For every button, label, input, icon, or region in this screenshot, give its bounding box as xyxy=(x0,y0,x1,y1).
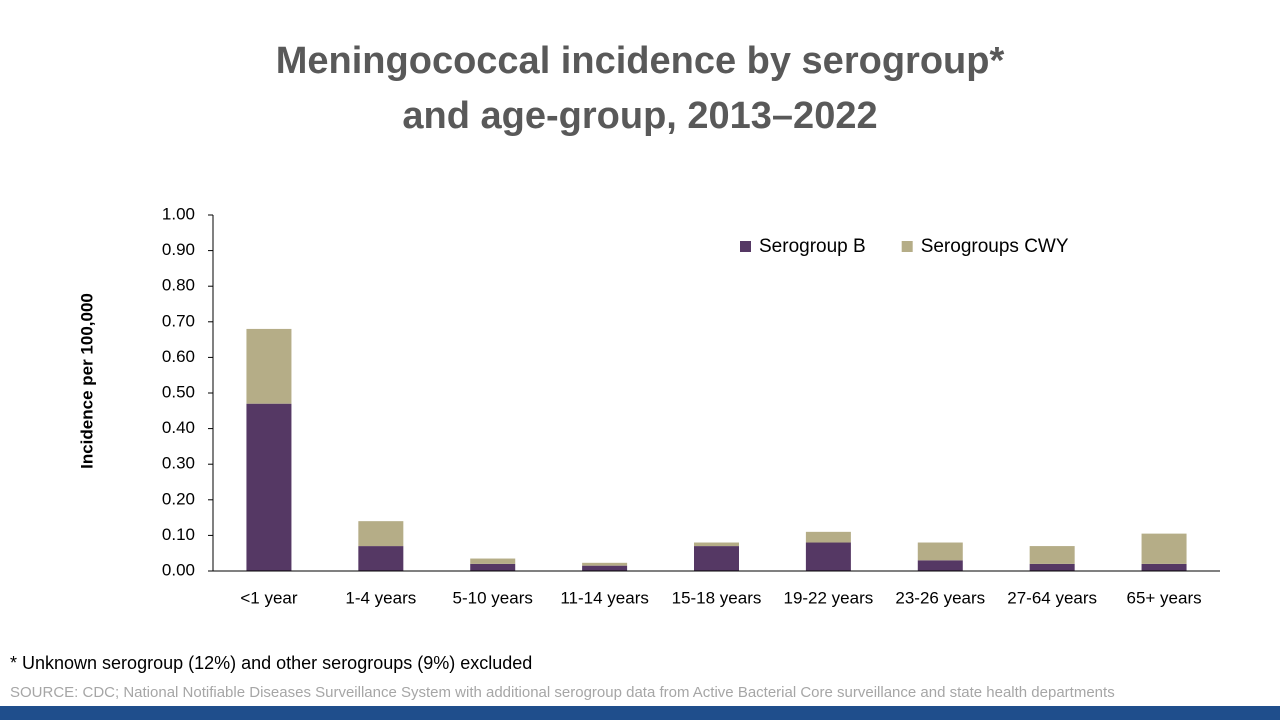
bar-segment xyxy=(694,546,739,571)
chart-title: Meningococcal incidence by serogroup* xyxy=(276,40,1005,82)
y-tick-label: 0.30 xyxy=(162,454,195,473)
y-tick-label: 0.40 xyxy=(162,418,195,437)
bar-segment xyxy=(805,531,851,543)
bar-segment xyxy=(694,542,739,547)
legend-label: Serogroup B xyxy=(759,236,866,257)
y-tick-label: 1.00 xyxy=(162,204,195,223)
bar-segment xyxy=(470,558,516,564)
y-axis-label: Incidence per 100,000 xyxy=(77,293,96,469)
bar-segment xyxy=(470,563,516,571)
legend-swatch xyxy=(901,241,913,252)
footer-band xyxy=(0,706,1280,720)
x-tick-label: 23-26 years xyxy=(895,588,985,607)
y-tick-label: 0.60 xyxy=(162,347,195,366)
chart-subtitle: and age-group, 2013–2022 xyxy=(402,95,877,137)
x-tick-label: 65+ years xyxy=(1126,588,1201,607)
bar-segment xyxy=(246,328,292,404)
y-tick-label: 0.50 xyxy=(162,382,195,401)
x-tick-label: 1-4 years xyxy=(345,588,416,607)
legend-swatch xyxy=(740,241,751,252)
y-tick-label: 0.20 xyxy=(162,489,195,508)
bar-segment xyxy=(1029,563,1075,571)
bar-segment xyxy=(1141,563,1187,571)
bar-segment xyxy=(805,542,851,571)
y-tick-label: 0.90 xyxy=(162,240,195,259)
y-tick-label: 0.10 xyxy=(162,525,195,544)
bar-segment xyxy=(917,560,963,571)
bar-segment xyxy=(358,546,404,571)
x-tick-label: 27-64 years xyxy=(1007,588,1097,607)
y-tick-label: 0.00 xyxy=(162,560,195,579)
x-tick-label: <1 year xyxy=(240,588,298,607)
bar-segment xyxy=(1141,533,1187,564)
y-tick-label: 0.70 xyxy=(162,311,195,330)
y-tick-label: 0.80 xyxy=(162,276,195,295)
bar-segment xyxy=(358,521,404,547)
bar-segment xyxy=(246,403,292,571)
bar-segment xyxy=(917,542,963,561)
x-tick-label: 11-14 years xyxy=(560,588,649,607)
x-tick-label: 15-18 years xyxy=(672,588,762,607)
source: SOURCE: CDC; National Notifiable Disease… xyxy=(10,684,1115,701)
bar-segment xyxy=(582,562,628,566)
legend-label: Serogroups CWY xyxy=(921,236,1069,257)
x-tick-label: 19-22 years xyxy=(783,588,873,607)
bar-segment xyxy=(582,565,628,571)
footnote: * Unknown serogroup (12%) and other sero… xyxy=(10,653,532,673)
bar-segment xyxy=(1029,546,1075,564)
x-tick-label: 5-10 years xyxy=(453,588,533,607)
